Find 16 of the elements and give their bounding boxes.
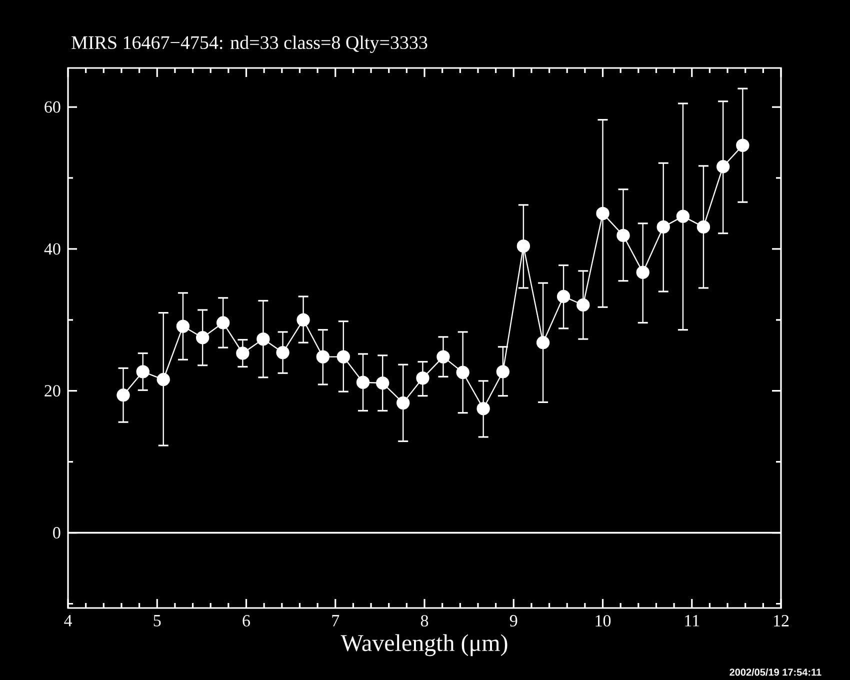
x-tick-label: 4: [64, 615, 72, 626]
text: 2002/05/19 17:54:11: [730, 668, 822, 676]
x-tick-label: 6: [242, 615, 250, 626]
y-tick-label: 0: [53, 527, 60, 539]
x-tick-label: 7: [332, 615, 340, 626]
x-tick-label: 5: [154, 615, 161, 626]
x-tick-label: 8: [420, 615, 428, 627]
chart-title: MIRS 16467−4754: nd=33 class=8 Qlty=3333: [72, 36, 428, 53]
x-axis-title: Wavelength (μm): [340, 634, 508, 656]
x-tick-label: 9: [510, 615, 518, 626]
x-tick-label: 11: [685, 615, 700, 626]
x-tick-label: 12: [774, 615, 789, 626]
x-tick-label: 10: [596, 615, 611, 627]
y-tick-label: 20: [44, 385, 60, 397]
y-tick-label: 40: [44, 243, 60, 255]
y-tick-label: 60: [44, 101, 60, 113]
